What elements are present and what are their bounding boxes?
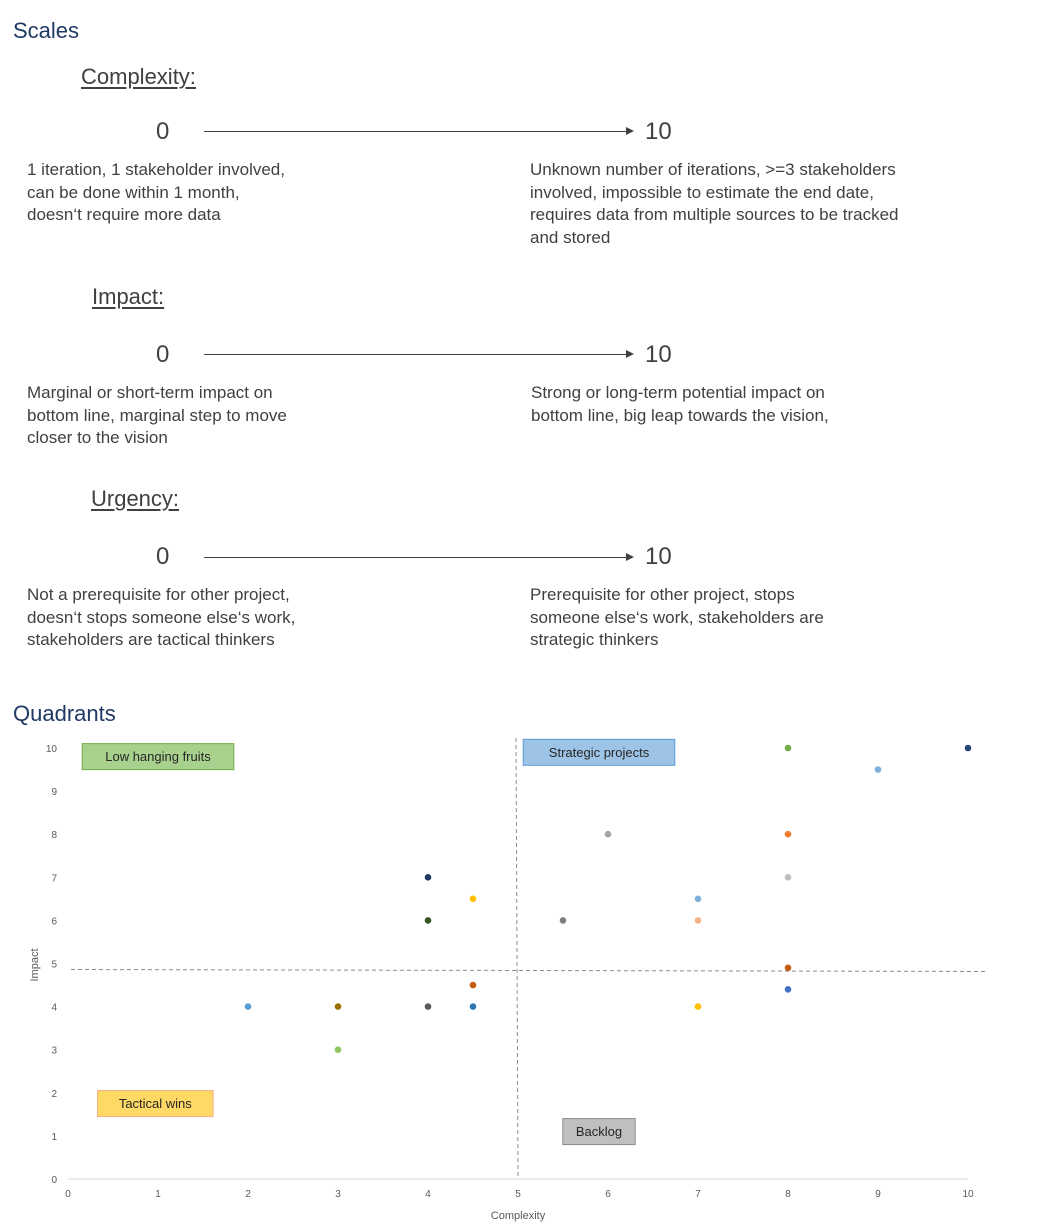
x-tick-label: 2 — [245, 1189, 251, 1200]
urgency-low-description: Not a prerequisite for other project, do… — [27, 585, 296, 649]
y-tick-label: 7 — [51, 873, 57, 884]
impact-min: 0 — [156, 341, 170, 368]
y-axis-ticks: 0 1 2 3 4 5 6 7 8 9 10 — [46, 744, 58, 1186]
x-tick-label: 3 — [335, 1189, 341, 1200]
complexity-max: 10 — [645, 118, 672, 145]
y-tick-label: 4 — [51, 1003, 57, 1014]
y-tick-label: 6 — [51, 916, 57, 927]
y-tick-label: 10 — [46, 744, 58, 755]
data-point — [694, 895, 702, 903]
complexity-min: 0 — [156, 118, 170, 145]
urgency-high-description: Prerequisite for other project, stops so… — [530, 585, 824, 649]
data-point — [334, 1003, 342, 1010]
y-tick-label: 5 — [51, 960, 57, 971]
data-point — [469, 895, 477, 903]
y-tick-label: 0 — [51, 1175, 57, 1186]
quadrant-label: Low hanging fruits — [81, 743, 235, 771]
quadrant-label-text: Tactical wins — [119, 1096, 192, 1111]
urgency-min: 0 — [156, 543, 170, 570]
data-point — [334, 1046, 342, 1053]
complexity-low-description: 1 iteration, 1 stakeholder involved, can… — [27, 160, 285, 224]
quadrant-label-text: Low hanging fruits — [105, 749, 211, 764]
data-point — [469, 1003, 477, 1010]
quadrant-label-box — [522, 738, 676, 766]
x-tick-label: 9 — [875, 1189, 881, 1200]
data-point — [964, 744, 972, 752]
complexity-title: Complexity: — [81, 64, 196, 89]
quadrant-label: Strategic projects — [522, 738, 676, 766]
x-tick-label: 6 — [605, 1189, 611, 1200]
data-point — [874, 766, 882, 773]
urgency-arrow — [204, 553, 634, 561]
quadrant-label: Backlog — [562, 1118, 636, 1146]
quadrant-scatter-chart: 0 1 2 3 4 5 6 7 8 9 10 0 1 2 3 4 5 6 7 8 9 10 Low hanging fr… — [29, 737, 987, 1222]
impact-max: 10 — [645, 341, 672, 368]
complexity-high-description: Unknown number of iterations, >=3 stakeh… — [530, 160, 899, 247]
x-tick-label: 8 — [785, 1189, 791, 1200]
vertical-divider — [515, 737, 519, 1177]
data-point — [784, 986, 792, 993]
data-point — [784, 830, 792, 838]
y-tick-label: 3 — [51, 1046, 57, 1057]
data-point — [469, 981, 477, 989]
data-point — [424, 1003, 432, 1010]
data-point — [784, 874, 792, 881]
impact-arrow — [204, 350, 634, 358]
x-tick-label: 7 — [695, 1189, 701, 1200]
scales-heading: Scales — [13, 18, 80, 43]
impact-high-description: Strong or long-term potential impact on … — [531, 383, 829, 425]
data-point — [559, 917, 567, 924]
quadrant-label-box — [562, 1118, 636, 1146]
data-points — [244, 744, 972, 1053]
complexity-arrow — [204, 127, 634, 135]
impact-title: Impact: — [92, 284, 165, 309]
x-axis-label: Complexity — [491, 1210, 546, 1222]
x-axis-ticks: 0 1 2 3 4 5 6 7 8 9 10 — [65, 1189, 974, 1200]
data-point — [424, 874, 432, 881]
data-point — [424, 917, 432, 924]
impact-low-description: Marginal or short-term impact on bottom … — [27, 383, 287, 447]
x-tick-label: 0 — [65, 1189, 71, 1200]
y-axis-label: Impact — [29, 948, 41, 981]
quadrant-label-text: Backlog — [576, 1124, 622, 1139]
y-tick-label: 8 — [51, 830, 57, 841]
data-point — [244, 1003, 252, 1010]
data-point — [784, 744, 792, 752]
x-tick-label: 5 — [515, 1189, 521, 1200]
quadrant-label-box — [97, 1090, 214, 1118]
quadrants-heading: Quadrants — [13, 701, 116, 726]
urgency-title: Urgency: — [91, 486, 180, 511]
quadrant-label-text: Strategic projects — [549, 745, 650, 760]
x-tick-label: 10 — [962, 1189, 974, 1200]
quadrant-labels: Low hanging fruits Strategic projects Tact… — [81, 738, 676, 1146]
quadrant-label-box — [81, 743, 235, 771]
y-tick-label: 9 — [51, 787, 57, 798]
y-tick-label: 1 — [51, 1132, 57, 1143]
x-tick-label: 4 — [425, 1189, 431, 1200]
data-point — [604, 830, 612, 838]
data-point — [694, 917, 702, 924]
y-tick-label: 2 — [51, 1089, 57, 1100]
quadrant-label: Tactical wins — [97, 1090, 214, 1118]
urgency-max: 10 — [645, 543, 672, 570]
horizontal-divider — [70, 969, 987, 972]
data-point — [784, 964, 792, 972]
data-point — [694, 1003, 702, 1010]
x-tick-label: 1 — [155, 1189, 161, 1200]
